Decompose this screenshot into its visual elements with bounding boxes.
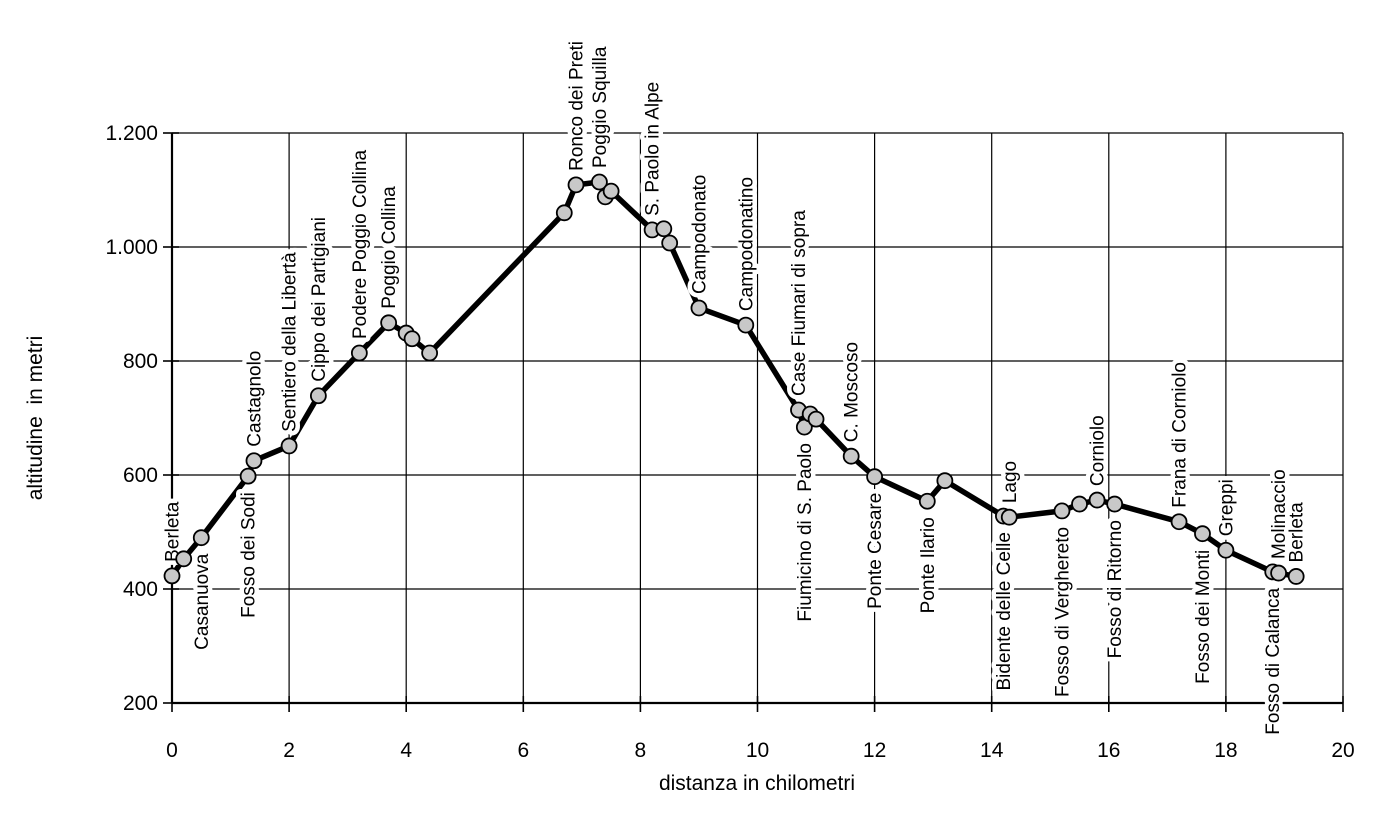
data-point [1270,564,1287,582]
point-label: Berleta [163,501,184,562]
data-point [842,447,860,465]
data-point [175,550,193,568]
data-point [807,410,825,428]
x-tick-label: 8 [635,739,647,762]
y-tick-label: 800 [123,350,158,373]
x-axis-title: distanza in chilometri [659,772,855,795]
y-axis-title: altitudine in metri [24,336,47,501]
x-tick-label: 16 [1097,739,1120,762]
data-point [421,344,439,362]
x-tick-label: 10 [746,739,769,762]
y-tick-label: 200 [123,692,158,715]
data-point [1000,508,1018,526]
data-point [1053,502,1071,520]
point-label: Ponte Cesare [865,493,886,609]
point-label: Molinaccio [1269,469,1290,559]
data-point [567,176,585,194]
point-label: Fosso dei Monti [1193,550,1214,684]
data-point [350,344,368,362]
ticklabel-layer: 0 2 4 6 8 10 12 14 16 18 20 200 400 600 800 1.000 1.200 [105,122,1354,762]
data-point [245,452,263,470]
data-point [163,567,181,585]
data-point [309,387,327,405]
data-point [1287,568,1305,585]
point-label: Campodonato [689,175,710,294]
point-label: Poggio Squilla [590,46,611,168]
data-point [690,299,708,317]
data-point [1217,541,1235,559]
x-tick-label: 12 [863,739,886,762]
y-tick-label: 1.200 [105,122,158,145]
label-layer: Berleta Casanuova Fosso dei Sodi Castagnolo… [158,36,1312,739]
y-tick-label: 1.000 [105,236,158,259]
data-point [655,220,673,238]
series-layer [169,179,1297,580]
data-point [380,314,398,332]
x-tick-label: 6 [517,739,529,762]
point-label: Corniolo [1088,415,1109,486]
point-label: Frana di Corniolo [1170,362,1191,508]
elevation-line [169,179,1297,580]
x-tick-label: 0 [166,739,178,762]
point-label: Ronco dei Preti [566,41,587,171]
data-point [737,316,755,334]
axis-layer [163,132,1344,712]
point-label: Campodonatino [736,177,757,311]
data-point [1088,491,1106,509]
data-point [403,330,421,348]
data-point [1071,495,1088,513]
data-point [602,182,620,200]
point-label: C. Moscoso [842,342,863,442]
point-label: Podere Poggio Collina [350,150,371,340]
x-tick-label: 14 [980,739,1004,762]
data-point [661,234,679,252]
point-label: S. Paolo in Alpe [643,82,664,216]
point-label: Castagnolo [244,351,265,447]
data-point [591,173,608,191]
data-point [1194,525,1211,543]
point-label: Greppi [1216,479,1237,536]
data-point [936,472,954,490]
point-label: Lago [1000,461,1021,503]
data-point [1170,513,1188,531]
x-tick-label: 18 [1214,739,1237,762]
point-label: Cippo dei Partigiani [309,217,330,382]
data-point [239,467,257,485]
data-point [280,437,298,455]
x-tick-label: 4 [400,739,412,762]
point-label: Case Fiumari di sopra [789,210,810,396]
point-label: Fosso di Calanca [1263,587,1284,734]
data-point [1106,495,1124,513]
marker-layer [163,173,1305,585]
grid-layer [171,132,1344,704]
point-label: Berleta [1287,502,1308,563]
y-tick-label: 600 [123,464,158,487]
y-tick-label: 400 [123,578,158,601]
data-point [192,529,210,547]
data-point [555,204,573,222]
data-point [918,492,936,510]
point-label: Bidente delle Celle [994,532,1015,690]
point-label: Fosso di Verghereto [1052,527,1073,697]
point-label: Poggio Collina [379,186,400,309]
point-label: Fosso di Ritorno [1105,520,1126,658]
point-label: Fosso dei Sodi [239,492,260,618]
x-tick-label: 20 [1331,739,1354,762]
point-label: Casanuova [192,553,213,650]
point-label: Sentiero della Libertà [280,252,301,432]
data-point [866,468,883,486]
x-tick-label: 2 [283,739,295,762]
point-label: Ponte Ilario [918,517,939,613]
point-label: Fiumicino di S. Paolo [795,443,816,621]
